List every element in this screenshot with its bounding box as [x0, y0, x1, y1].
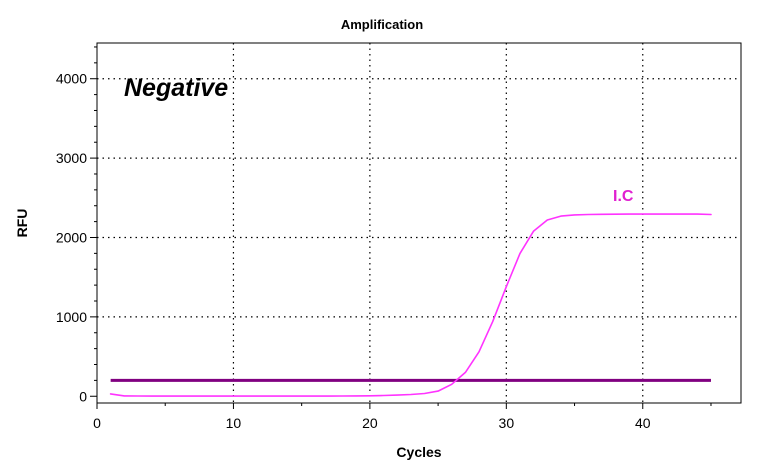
series-layer: [109, 213, 712, 397]
y-tick-label: 3000: [56, 150, 87, 166]
y-tick-label: 1000: [56, 309, 87, 325]
x-axis-label: Cycles: [396, 444, 441, 460]
y-tick-label: 4000: [56, 71, 87, 87]
series-line-ic: [109, 213, 712, 397]
annotation-negative: Negative: [124, 74, 228, 102]
x-tick-label: 40: [635, 415, 651, 431]
y-tick-label: 2000: [56, 229, 87, 245]
x-tick-label: 20: [362, 415, 378, 431]
y-axis-label: RFU: [14, 209, 30, 238]
plot-area-frame: [96, 42, 742, 404]
x-tick-label: 10: [226, 415, 242, 431]
x-tick-label: 0: [93, 415, 101, 431]
chart-title: Amplification: [341, 17, 423, 32]
axis-ticks: 0 10 20 30 40 0 1000 2000 3000 4000: [56, 46, 712, 431]
series-label-ic: I.C: [613, 188, 634, 205]
x-tick-label: 30: [499, 415, 515, 431]
y-tick-label: 0: [79, 388, 87, 404]
